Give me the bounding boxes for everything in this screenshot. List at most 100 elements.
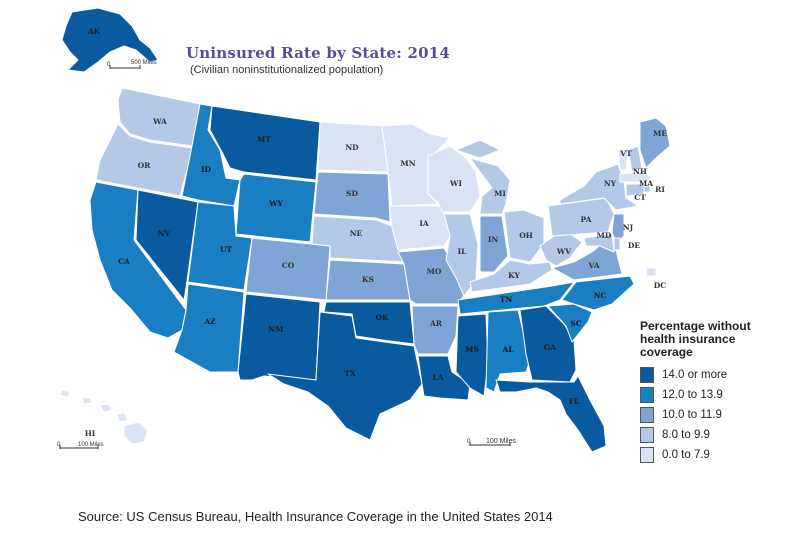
legend-swatch: [640, 407, 654, 423]
state-label-me: ME: [653, 129, 667, 138]
state-label-vt: VT: [619, 149, 632, 158]
legend-label: 10.0 to 11.9: [662, 409, 722, 421]
state-in: [479, 215, 509, 273]
state-label-fl: FL: [569, 397, 580, 406]
state-label-ky: KY: [508, 271, 520, 280]
state-label-ny: NY: [604, 179, 617, 188]
state-label-mo: MO: [427, 267, 442, 276]
state-label-ma: MA: [639, 179, 653, 188]
state-ct: [625, 183, 645, 197]
state-ca: [89, 181, 187, 339]
state-label-nj: NJ: [623, 223, 634, 232]
legend-swatch: [640, 447, 654, 463]
state-il: [443, 213, 479, 297]
state-ne: [311, 215, 405, 263]
legend: Percentage without health insurance cove…: [640, 320, 780, 465]
hawaii-scale-bar: 0 100 Miles: [57, 442, 104, 449]
state-label-co: CO: [282, 261, 295, 270]
state-label-tx: TX: [344, 369, 356, 378]
state-ok: [323, 301, 415, 345]
state-md: [583, 233, 615, 253]
conus-scale-zero: 0: [467, 439, 471, 445]
legend-label: 14.0 or more: [662, 369, 728, 381]
state-dc: [645, 267, 657, 277]
state-label-wy: WY: [268, 199, 283, 208]
state-ma: [619, 171, 653, 183]
state-nh: [627, 145, 643, 173]
legend-title: Percentage without health insurance cove…: [640, 319, 751, 359]
hawaii-scale-label: 100 Miles: [78, 442, 104, 448]
legend-item: 12.0 to 13.9: [640, 385, 780, 405]
legend-swatch: [640, 367, 654, 383]
state-label-or: OR: [138, 161, 152, 170]
state-label-la: LA: [432, 373, 443, 382]
state-nc: [561, 275, 635, 311]
state-label-id: ID: [201, 165, 212, 174]
state-label-mi: MI: [494, 189, 506, 198]
alaska-scale-label: 500 Miles: [131, 60, 157, 66]
legend-items: 14.0 or more 12.0 to 13.9 10.0 to 11.9 8.0 …: [640, 365, 780, 465]
state-ak: [61, 7, 159, 73]
state-label-ak: AK: [87, 27, 101, 36]
state-ny: [559, 163, 639, 211]
alaska-scale-zero: 0: [107, 62, 111, 68]
state-id: [181, 103, 241, 207]
source-note: Source: US Census Bureau, Health Insuran…: [78, 509, 553, 524]
state-label-sd: SD: [346, 189, 358, 198]
state-tx: [267, 311, 423, 441]
state-label-ia: IA: [419, 219, 429, 228]
hawaii-scale-zero: 0: [57, 442, 61, 448]
state-az: [173, 283, 245, 373]
state-label-ks: KS: [362, 275, 374, 284]
state-label-in: IN: [488, 235, 499, 244]
state-de: [613, 237, 621, 251]
state-label-al: AL: [501, 345, 514, 354]
state-wi: [427, 145, 481, 213]
legend-swatch: [640, 427, 654, 443]
legend-item: 0.0 to 7.9: [640, 445, 780, 465]
state-tn: [457, 281, 575, 315]
state-ia: [389, 205, 455, 251]
state-label-mn: MN: [400, 159, 415, 168]
state-label-il: IL: [458, 247, 468, 256]
state-mi: [455, 139, 511, 215]
state-wy: [235, 173, 317, 243]
state-label-va: VA: [587, 261, 599, 270]
legend-item: 8.0 to 9.9: [640, 425, 780, 445]
legend-label: 0.0 to 7.9: [662, 449, 710, 461]
state-label-nm: NM: [268, 325, 283, 334]
state-label-ok: OK: [375, 313, 389, 322]
state-ga: [519, 305, 577, 383]
state-label-ca: CA: [118, 257, 130, 266]
state-nv: [135, 189, 199, 301]
state-label-sc: SC: [570, 319, 581, 328]
state-label-wi: WI: [449, 179, 462, 188]
state-label-pa: PA: [581, 215, 592, 224]
state-labels-layer: AK HI WA OR CA NV ID MT WY UT AZ CO NM ND SD NE KS OK TX MN…: [85, 27, 668, 438]
state-me: [639, 117, 671, 169]
state-label-ar: AR: [429, 319, 443, 328]
state-al: [485, 309, 531, 393]
legend-swatch: [640, 387, 654, 403]
state-label-ne: NE: [350, 229, 363, 238]
state-label-ri: RI: [655, 185, 665, 194]
state-label-ga: GA: [544, 343, 556, 352]
state-vt: [617, 149, 629, 171]
map-title: Uninsured Rate by State: 2014: [186, 44, 451, 62]
state-label-dc: DC: [654, 281, 667, 290]
state-label-nv: NV: [158, 229, 171, 238]
state-label-ut: UT: [220, 245, 233, 254]
state-label-ct: CT: [634, 193, 646, 202]
state-label-ms: MS: [465, 345, 479, 354]
state-label-de: DE: [628, 241, 641, 250]
state-sd: [313, 171, 391, 223]
legend-item: 14.0 or more: [640, 365, 780, 385]
legend-label: 8.0 to 9.9: [662, 429, 710, 441]
state-label-oh: OH: [519, 231, 533, 240]
legend-item: 10.0 to 11.9: [640, 405, 780, 425]
states-layer: [59, 7, 671, 453]
legend-label: 12.0 to 13.9: [662, 389, 723, 401]
state-ms: [455, 313, 489, 397]
state-or: [95, 123, 193, 197]
state-label-nh: NH: [633, 167, 647, 176]
